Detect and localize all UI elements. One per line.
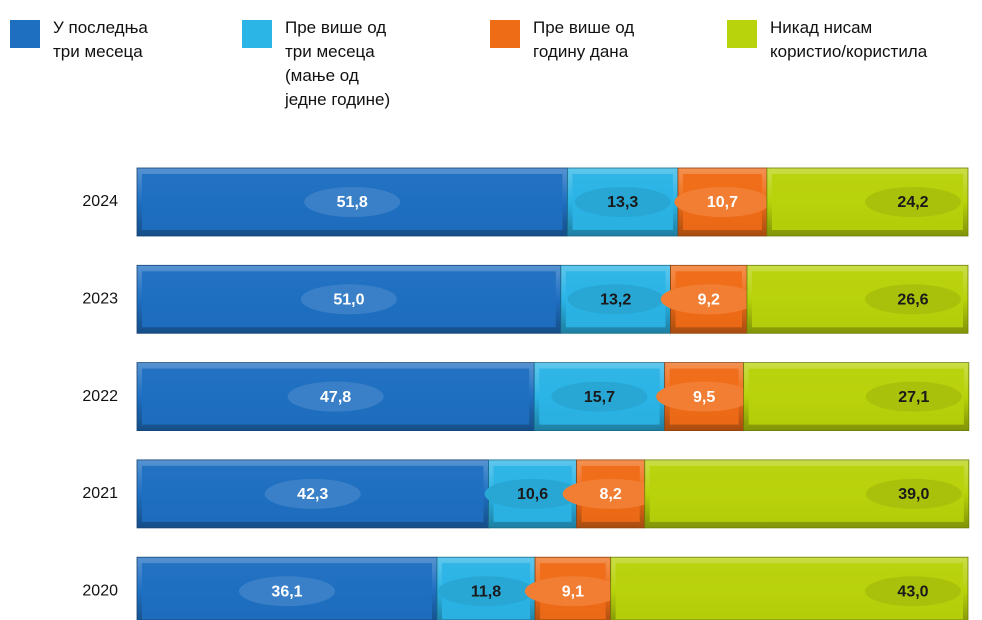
y-tick-label: 2022 [82,388,118,405]
data-label: 24,2 [897,194,928,211]
data-label: 43,0 [897,583,928,600]
legend-item: У последња три месеца [10,18,148,64]
data-label: 11,8 [471,583,501,600]
legend: У последња три месеца Пре више од три мес… [0,0,982,140]
legend-swatch [10,20,40,48]
y-tick-label: 2024 [82,193,118,210]
label-bubble [865,576,961,607]
legend-label: Пре више од годину дана [533,18,635,61]
data-label: 10,7 [707,194,738,211]
data-label: 8,2 [600,486,622,503]
label-bubble [865,284,961,315]
data-label: 39,0 [898,486,929,503]
data-label: 9,1 [562,583,584,600]
label-bubble [562,478,659,509]
label-bubble [865,478,962,509]
data-label: 42,3 [297,486,328,503]
data-label: 13,2 [600,292,631,309]
label-bubble [438,576,535,607]
data-label: 10,6 [517,486,548,503]
data-label: 36,1 [271,583,302,600]
label-bubble [264,478,361,509]
data-label: 26,6 [897,292,928,309]
legend-label: Пре више од три месеца (мање од једне го… [285,18,391,109]
label-bubble [656,381,753,412]
label-bubble [865,381,962,412]
label-bubble [287,381,384,412]
label-bubble [524,576,621,607]
legend-swatch [490,20,520,48]
legend-swatch [727,20,757,48]
legend-label: У последња три месеца [53,18,148,61]
data-label: 13,3 [607,194,638,211]
label-bubble [484,478,581,509]
label-bubble [865,187,961,217]
legend-label: Никад нисам користио/користила [770,18,928,61]
legend-swatch [242,20,272,48]
legend-item: Никад нисам користио/користила [727,18,927,64]
data-label: 15,7 [584,389,615,406]
label-bubble [304,187,401,217]
data-label: 9,5 [693,389,715,406]
label-bubble [674,187,771,217]
y-tick-label: 2023 [82,291,118,308]
legend-item: Пре више од три месеца (мање од једне го… [242,18,390,112]
y-tick-label: 2020 [82,582,118,599]
legend-item: Пре више од годину дана [490,18,634,64]
label-bubble [551,381,648,412]
label-bubble [300,284,397,315]
data-label: 9,2 [698,292,720,309]
label-bubble [238,576,335,607]
data-label: 51,8 [337,194,368,211]
label-bubble [567,284,664,315]
data-label: 51,0 [333,292,364,309]
label-bubble [660,284,757,315]
data-label: 47,8 [320,389,351,406]
data-label: 27,1 [898,389,929,406]
y-tick-label: 2021 [82,485,118,502]
label-bubble [574,187,671,217]
